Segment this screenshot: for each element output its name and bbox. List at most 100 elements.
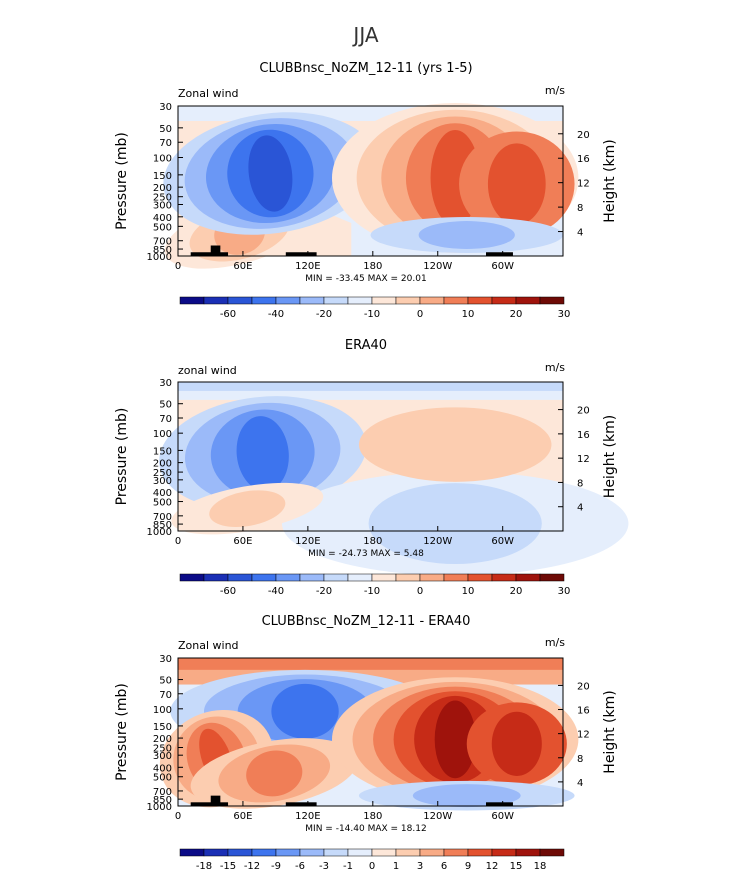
colorbar-label: 10: [462, 586, 475, 597]
colorbar-label: -10: [364, 586, 380, 597]
pressure-tick-label: 500: [153, 498, 172, 509]
x-tick-label: 180: [363, 536, 382, 547]
height-tick-label: 8: [577, 478, 583, 489]
colorbar-label: -60: [220, 586, 236, 597]
height-tick-label: 4: [577, 503, 583, 514]
colorbar-label: -9: [271, 861, 281, 872]
colorbar-swatch: [395, 573, 421, 582]
pressure-tick-label: 150: [153, 722, 172, 733]
colorbar-label: 30: [558, 309, 571, 320]
panel-model: CLUBBnsc_NoZM_12-11 (yrs 1-5) Zonal wind…: [114, 61, 618, 320]
y-axis-title-left: Pressure (mb): [114, 683, 130, 781]
pressure-tick-label: 250: [153, 193, 172, 204]
colorbar-label: 0: [369, 861, 375, 872]
colorbar-swatch: [395, 848, 421, 857]
panel-difference: CLUBBnsc_NoZM_12-11 - ERA40 Zonal wind m…: [114, 614, 618, 872]
pressure-tick-label: 100: [153, 705, 172, 716]
colorbar-swatch: [299, 573, 325, 582]
colorbar: -60 -40 -20 -10 0 10 20 30: [179, 573, 570, 597]
corner-label-left: Zonal wind: [178, 87, 239, 100]
corner-label-right: m/s: [545, 84, 565, 97]
height-tick-label: 16: [577, 706, 590, 717]
panel-title: ERA40: [345, 338, 387, 353]
pressure-tick-label: 50: [159, 400, 172, 411]
colorbar-label: -10: [364, 309, 380, 320]
pressure-tick-label: 1000: [147, 802, 172, 813]
colorbar-label: 1: [393, 861, 399, 872]
colorbar-swatch: [251, 296, 277, 305]
plot-frame: [177, 381, 564, 532]
colorbar-label: 18: [534, 861, 547, 872]
colorbar-swatch: [515, 296, 541, 305]
colorbar-swatch: [275, 573, 301, 582]
pressure-tick-label: 70: [159, 414, 172, 425]
y-axis-title-left: Pressure (mb): [114, 408, 130, 506]
min-max-label: MIN = -14.40 MAX = 18.12: [305, 824, 426, 834]
pressure-tick-label: 30: [159, 102, 172, 113]
min-max-label: MIN = -24.73 MAX = 5.48: [308, 549, 424, 559]
colorbar-swatch: [251, 848, 277, 857]
height-tick-label: 20: [577, 681, 590, 692]
pressure-tick-label: 150: [153, 446, 172, 457]
x-axis: 0 60E 120E 180 120W 60W: [175, 801, 514, 822]
pressure-tick-label: 1000: [147, 527, 172, 538]
colorbar-swatch: [419, 573, 445, 582]
colorbar-swatch: [467, 296, 493, 305]
corner-label-left: Zonal wind: [178, 639, 239, 652]
pressure-tick-label: 500: [153, 773, 172, 784]
panel-era40: ERA40 zonal wind m/s 3050701001502002503…: [114, 338, 629, 597]
height-tick-label: 12: [577, 454, 590, 465]
pressure-tick-label: 200: [153, 459, 172, 470]
plot-frame: [177, 105, 564, 257]
pressure-tick-label: 400: [153, 763, 172, 774]
colorbar-swatch: [491, 573, 517, 582]
height-tick-label: 16: [577, 430, 590, 441]
pressure-tick-label: 150: [153, 171, 172, 182]
pressure-tick-label: 100: [153, 154, 172, 165]
y-axis-height: 20 16 12 8 4: [558, 406, 590, 514]
colorbar: -18 -15 -12 -9 -6 -3 -1 0 1 3 6 9 12 15 18: [179, 848, 565, 872]
pressure-tick-label: 700: [153, 237, 172, 248]
colorbar-label: -3: [319, 861, 329, 872]
colorbar-label: 20: [510, 309, 523, 320]
x-tick-label: 120W: [423, 811, 452, 822]
figure-title: JJA: [351, 23, 378, 47]
colorbar-label: 0: [417, 309, 423, 320]
pressure-tick-label: 70: [159, 690, 172, 701]
colorbar-swatch: [491, 848, 517, 857]
y-axis-height: 20 16 12 8 4: [558, 681, 590, 789]
panel-title: CLUBBnsc_NoZM_12-11 - ERA40: [262, 614, 471, 629]
colorbar-swatch: [227, 573, 253, 582]
pressure-tick-label: 850: [153, 245, 172, 256]
colorbar-swatch: [179, 573, 205, 582]
height-tick-label: 12: [577, 179, 590, 190]
colorbar-swatch: [275, 296, 301, 305]
pressure-tick-label: 200: [153, 183, 172, 194]
colorbar-swatch: [419, 848, 445, 857]
x-tick-label: 60W: [491, 261, 514, 272]
pressure-tick-label: 1000: [147, 252, 172, 263]
colorbar-swatch: [539, 848, 565, 857]
colorbar-swatch: [539, 573, 565, 582]
colorbar-label: -18: [196, 861, 212, 872]
pressure-tick-label: 500: [153, 222, 172, 233]
x-tick-label: 180: [363, 261, 382, 272]
colorbar-swatch: [443, 296, 469, 305]
pressure-tick-label: 700: [153, 512, 172, 523]
colorbar-swatch: [323, 573, 349, 582]
height-tick-label: 16: [577, 154, 590, 165]
x-axis: 0 60E 120E 180 120W 60W: [175, 526, 514, 547]
height-tick-label: 20: [577, 130, 590, 141]
colorbar-label: -15: [220, 861, 236, 872]
corner-label-left: zonal wind: [178, 364, 237, 377]
y-axis-title-right: Height (km): [602, 415, 618, 498]
x-tick-label: 60W: [491, 536, 514, 547]
y-axis-title-right: Height (km): [602, 690, 618, 773]
corner-label-right: m/s: [545, 361, 565, 374]
colorbar-label: 10: [462, 309, 475, 320]
min-max-label: MIN = -33.45 MAX = 20.01: [305, 274, 426, 284]
pressure-tick-label: 850: [153, 520, 172, 531]
